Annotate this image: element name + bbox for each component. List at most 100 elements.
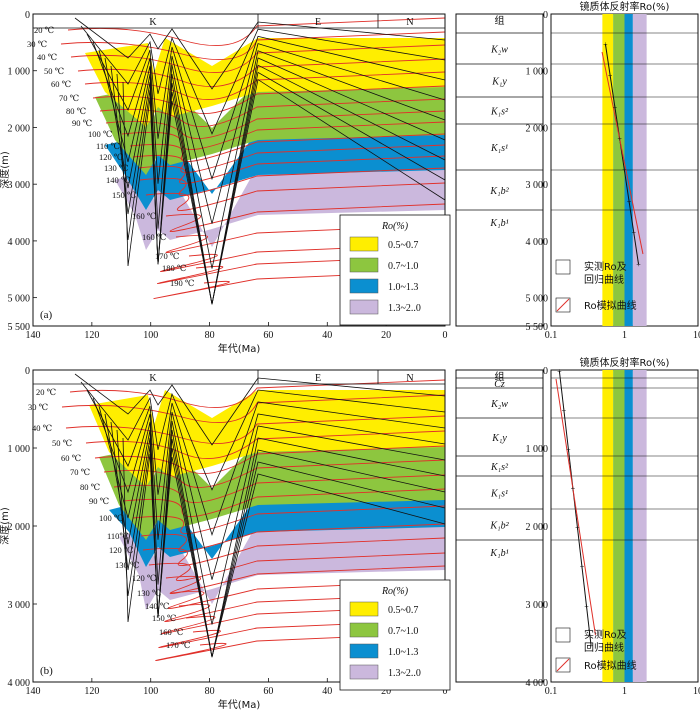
- isotherm-label: 120 ℃: [132, 573, 156, 583]
- y-tick-label: 4 000: [8, 678, 31, 689]
- ro-measured-point: +: [580, 563, 585, 572]
- burial-curve: [74, 17, 446, 90]
- isotherm-label: 50 ℃: [44, 66, 64, 76]
- x-tick-label: 0: [443, 330, 448, 341]
- isotherm-line: [140, 523, 446, 553]
- legend-swatch-4: [349, 664, 379, 680]
- ro-legend-measured: 实测Ro及: [584, 260, 627, 273]
- ro-band-4: [632, 370, 647, 682]
- isotherm-label: 60 ℃: [61, 453, 81, 463]
- ro-measured-point: +: [622, 166, 627, 175]
- ro-legend-swatch-measured: [555, 627, 571, 643]
- period-label-K: K: [149, 17, 157, 28]
- legend-swatch-3: [349, 643, 379, 659]
- ro-measured-point: +: [636, 260, 641, 269]
- ro-x-tick-label: 1: [622, 686, 627, 697]
- ro-y-tick-label: 2 000: [526, 522, 549, 533]
- legend-item-label: 1.0~1.3: [388, 647, 418, 658]
- ro-band-3: [624, 370, 633, 682]
- legend-swatch-3: [349, 278, 379, 294]
- isotherm-line: [69, 379, 446, 408]
- y-tick-label: 3 000: [8, 600, 31, 611]
- ro-measured-point: +: [589, 641, 594, 650]
- ro-y-tick-label: 2 000: [526, 123, 549, 134]
- x-tick-label: 100: [143, 686, 158, 697]
- ro-x-tick-label: 0.1: [545, 686, 558, 697]
- legend-swatch-2: [349, 622, 379, 638]
- isotherm-line: [67, 17, 446, 46]
- isotherm-label: 120 ℃: [99, 152, 123, 162]
- isotherm-line: [160, 243, 446, 272]
- x-tick-label: 140: [26, 686, 41, 697]
- formation-column: [455, 369, 544, 683]
- isotherm-label: 120 ℃: [109, 545, 133, 555]
- isotherm-line: [153, 270, 446, 300]
- isotherm-line: [155, 632, 446, 662]
- formation-header: 组: [495, 370, 505, 383]
- period-label-E: E: [315, 17, 321, 28]
- isotherm-line: [139, 167, 446, 197]
- isotherm-label: 140 ℃: [106, 175, 130, 185]
- burial-curve: [98, 405, 446, 625]
- isotherm-label: 30 ℃: [27, 39, 47, 49]
- formation-label: K₁b²: [489, 186, 509, 197]
- legend-item-label: 1.3~2..0: [388, 303, 421, 314]
- isotherm-label: 100 ℃: [99, 513, 123, 523]
- burial-curve: [122, 78, 446, 305]
- y-axis-title: 深度(m): [0, 151, 11, 189]
- x-tick-label: 40: [322, 686, 332, 697]
- isotherm-label: 150 ℃: [152, 613, 176, 623]
- ro-simulated-line: [555, 378, 596, 636]
- isotherm-label: 110 ℃: [96, 141, 120, 151]
- burial-curve: [122, 437, 446, 658]
- ro-y-tick-label: 0: [543, 366, 548, 377]
- formation-label: Cz: [494, 379, 505, 390]
- ro-measured-point: +: [571, 484, 576, 493]
- isotherm-line: [164, 593, 446, 622]
- period-label-N: N: [406, 17, 413, 28]
- isotherm-label: 160 ℃: [132, 211, 156, 221]
- isotherm-line: [70, 44, 446, 73]
- isotherm-line: [132, 144, 446, 173]
- ro-y-tick-label: 1 000: [526, 444, 549, 455]
- isotherm-line: [158, 619, 446, 649]
- isotherm-line: [60, 31, 446, 60]
- x-tick-label: 100: [143, 330, 158, 341]
- period-label-E: E: [315, 373, 321, 384]
- isotherm-label: 100 ℃: [88, 129, 112, 139]
- isotherm-line: [165, 224, 446, 253]
- ro-legend-simulated-line: [556, 658, 570, 672]
- burial-curve: [74, 373, 446, 446]
- formation-label: K₁s¹: [490, 143, 508, 154]
- ro-legend-measured: 实测Ro及: [584, 628, 627, 641]
- isotherm-line: [161, 605, 446, 634]
- ro-simulated-line: [601, 51, 644, 255]
- ro-y-tick-label: 0: [543, 10, 548, 21]
- ro-band-1: [602, 370, 614, 682]
- formation-label: K₁b²: [489, 521, 509, 532]
- isotherm-label: 50 ℃: [52, 438, 72, 448]
- ro-y-tick-label: 4 000: [526, 237, 549, 248]
- isotherm-line: [92, 85, 446, 114]
- ro-legend-simulated-line: [556, 298, 570, 312]
- ro-legend-regression: 回归曲线: [584, 641, 624, 654]
- isotherm-line: [145, 182, 446, 212]
- formation-label: K₂w: [490, 399, 508, 410]
- ro-measured-point: +: [627, 197, 632, 206]
- isotherm-label: 20 ℃: [36, 387, 56, 397]
- formation-label: K₁b¹: [489, 548, 508, 559]
- legend-swatch-1: [349, 236, 379, 252]
- formation-label: K₁s²: [490, 462, 509, 473]
- x-tick-label: 80: [205, 686, 215, 697]
- formation-label: K₁s²: [490, 107, 509, 118]
- ro-zone-3: [105, 130, 445, 210]
- formation-label: K₁b¹: [489, 218, 508, 229]
- ro-measured-point: +: [608, 71, 613, 80]
- y-tick-label: 4 000: [8, 237, 31, 248]
- burial-curve: [92, 41, 446, 224]
- isotherm-line: [113, 474, 446, 503]
- formation-label: K₁y: [491, 77, 507, 88]
- ro-legend-swatch-measured: [555, 259, 571, 275]
